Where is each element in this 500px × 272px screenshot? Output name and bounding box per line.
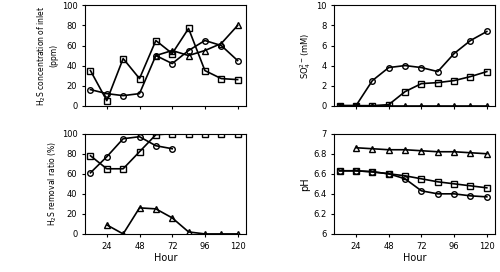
Y-axis label: H$_2$S removal ratio (%): H$_2$S removal ratio (%): [46, 141, 59, 226]
X-axis label: Hour: Hour: [154, 253, 177, 263]
Y-axis label: SO$_4^{2-}$(mM): SO$_4^{2-}$(mM): [298, 32, 314, 79]
Y-axis label: H$_2$S concentration of inlet
(ppm): H$_2$S concentration of inlet (ppm): [36, 5, 59, 106]
X-axis label: Hour: Hour: [403, 253, 426, 263]
Y-axis label: pH: pH: [300, 177, 310, 191]
